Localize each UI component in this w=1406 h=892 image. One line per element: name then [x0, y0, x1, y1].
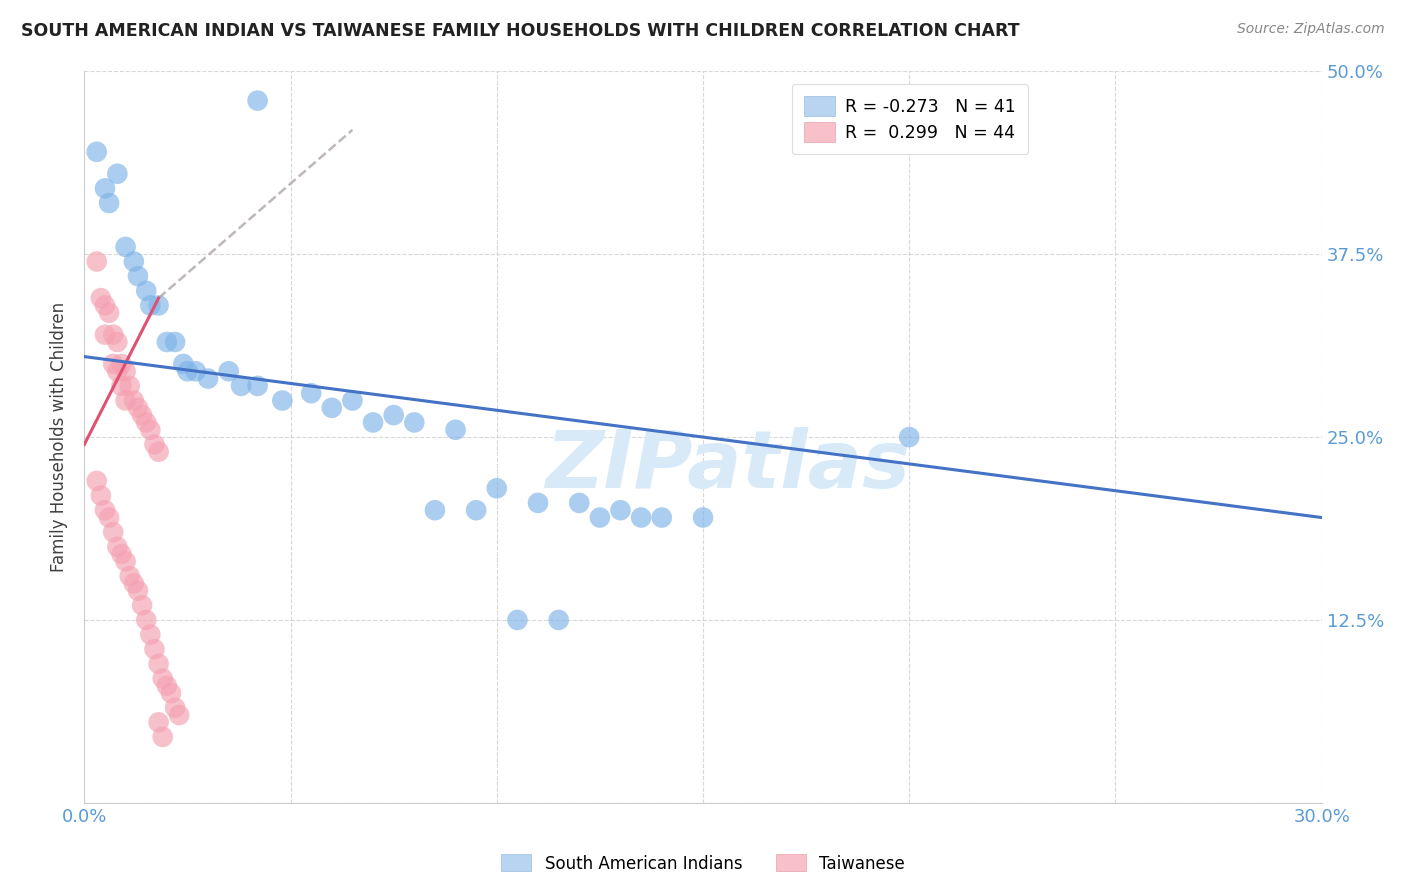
Point	[156, 679, 179, 693]
Point	[110, 547, 132, 561]
Point	[98, 196, 121, 211]
Text: Source: ZipAtlas.com: Source: ZipAtlas.com	[1237, 22, 1385, 37]
Point	[105, 364, 128, 378]
Point	[110, 379, 132, 393]
Point	[94, 298, 117, 312]
Point	[86, 474, 108, 488]
Point	[527, 496, 550, 510]
Point	[103, 327, 125, 342]
Point	[167, 708, 190, 723]
Point	[148, 298, 170, 312]
Point	[165, 700, 187, 714]
Point	[139, 627, 162, 641]
Point	[127, 401, 149, 415]
Point	[114, 554, 136, 568]
Point	[246, 94, 269, 108]
Point	[122, 576, 145, 591]
Point	[98, 306, 121, 320]
Point	[156, 334, 179, 349]
Point	[382, 408, 405, 422]
Point	[139, 423, 162, 437]
Legend: South American Indians, Taiwanese: South American Indians, Taiwanese	[495, 847, 911, 880]
Point	[898, 430, 921, 444]
Point	[127, 269, 149, 284]
Point	[86, 145, 108, 159]
Point	[122, 393, 145, 408]
Point	[94, 181, 117, 195]
Point	[485, 481, 508, 495]
Point	[90, 291, 112, 305]
Point	[651, 510, 673, 524]
Point	[98, 510, 121, 524]
Point	[94, 327, 117, 342]
Point	[197, 371, 219, 385]
Point	[148, 657, 170, 671]
Point	[299, 386, 322, 401]
Point	[90, 489, 112, 503]
Point	[246, 379, 269, 393]
Point	[361, 416, 384, 430]
Y-axis label: Family Households with Children: Family Households with Children	[51, 302, 69, 572]
Point	[630, 510, 652, 524]
Point	[127, 583, 149, 598]
Point	[218, 364, 240, 378]
Point	[609, 503, 631, 517]
Point	[229, 379, 252, 393]
Point	[506, 613, 529, 627]
Point	[110, 357, 132, 371]
Point	[103, 357, 125, 371]
Point	[465, 503, 488, 517]
Point	[114, 364, 136, 378]
Point	[103, 525, 125, 540]
Point	[404, 416, 426, 430]
Point	[135, 613, 157, 627]
Point	[118, 569, 141, 583]
Point	[105, 167, 128, 181]
Point	[342, 393, 364, 408]
Point	[148, 715, 170, 730]
Point	[148, 444, 170, 458]
Point	[118, 379, 141, 393]
Point	[114, 393, 136, 408]
Point	[86, 254, 108, 268]
Point	[547, 613, 569, 627]
Point	[165, 334, 187, 349]
Point	[94, 503, 117, 517]
Point	[131, 599, 153, 613]
Point	[122, 254, 145, 268]
Point	[176, 364, 198, 378]
Point	[152, 730, 174, 744]
Legend: R = -0.273   N = 41, R =  0.299   N = 44: R = -0.273 N = 41, R = 0.299 N = 44	[792, 84, 1028, 154]
Point	[143, 642, 166, 657]
Point	[114, 240, 136, 254]
Point	[589, 510, 612, 524]
Point	[321, 401, 343, 415]
Text: SOUTH AMERICAN INDIAN VS TAIWANESE FAMILY HOUSEHOLDS WITH CHILDREN CORRELATION C: SOUTH AMERICAN INDIAN VS TAIWANESE FAMIL…	[21, 22, 1019, 40]
Point	[271, 393, 294, 408]
Text: ZIPatlas: ZIPatlas	[546, 427, 910, 506]
Point	[568, 496, 591, 510]
Point	[152, 672, 174, 686]
Point	[184, 364, 207, 378]
Point	[444, 423, 467, 437]
Point	[143, 437, 166, 451]
Point	[139, 298, 162, 312]
Point	[160, 686, 183, 700]
Point	[131, 408, 153, 422]
Point	[105, 540, 128, 554]
Point	[135, 284, 157, 298]
Point	[423, 503, 446, 517]
Point	[135, 416, 157, 430]
Point	[105, 334, 128, 349]
Point	[172, 357, 194, 371]
Point	[692, 510, 714, 524]
